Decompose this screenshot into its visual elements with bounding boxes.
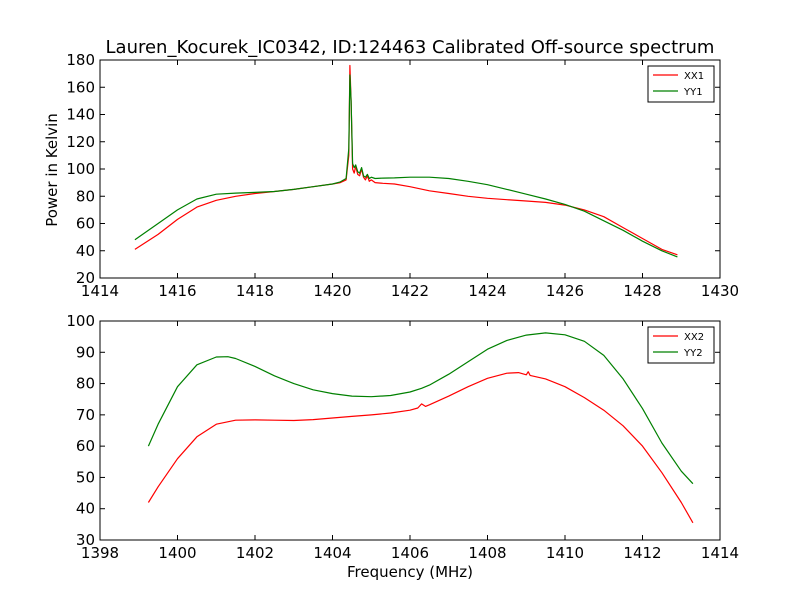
y-tick-label: 70 [76, 406, 95, 424]
legend-label-xx1: XX1 [684, 71, 704, 82]
x-tick-label: 1426 [546, 282, 584, 300]
y-tick-label: 40 [76, 242, 95, 260]
x-tick-label: 1404 [313, 544, 351, 562]
series-line-yy1 [134, 74, 678, 258]
x-axis-title: Frequency (MHz) [347, 563, 473, 581]
legend-label-xx2: XX2 [684, 332, 704, 343]
y-tick-label: 80 [76, 187, 95, 205]
x-tick-label: 1418 [236, 282, 274, 300]
x-tick-label: 1420 [313, 282, 351, 300]
x-tick-label: 1408 [468, 544, 506, 562]
y-tick-label: 40 [76, 500, 95, 518]
x-tick-label: 1414 [81, 282, 119, 300]
x-tick-label: 1402 [236, 544, 274, 562]
legend-box [647, 326, 715, 364]
x-tick-label: 1428 [623, 282, 661, 300]
legend-label-yy1: YY1 [683, 87, 703, 98]
plot-panel-2: 1398 1400 1402 1404 1406 1408 1410 1412 1414 30 40… [66, 312, 739, 562]
y-tick-label: 100 [66, 160, 95, 178]
y-tick-label: 60 [76, 215, 95, 233]
y-tick-label: 50 [76, 468, 95, 486]
series-line-xx1 [134, 64, 678, 256]
x-tick-label: 1412 [623, 544, 661, 562]
y-tick-label: 180 [66, 51, 95, 69]
x-tick-label: 1400 [158, 544, 196, 562]
y-tick-label: 100 [66, 312, 95, 330]
plot-frame-1 [99, 59, 721, 279]
x-tick-label: 1406 [391, 544, 429, 562]
legend-label-yy2: YY2 [683, 348, 703, 359]
y-axis-title-top: Power in Kelvin [43, 113, 61, 227]
x-tick-label: 1430 [701, 282, 739, 300]
x-tick-label: 1398 [81, 544, 119, 562]
y-tick-label: 20 [76, 269, 95, 287]
x-tick-label: 1410 [546, 544, 584, 562]
series-line-xx2 [147, 371, 694, 524]
y-tick-label: 90 [76, 343, 95, 361]
series-line-yy2 [147, 332, 694, 485]
x-tick-label: 1424 [468, 282, 506, 300]
x-tick-label: 1416 [158, 282, 196, 300]
y-tick-label: 30 [76, 531, 95, 549]
y-tick-label: 60 [76, 437, 95, 455]
y-tick-label: 120 [66, 133, 95, 151]
y-tick-label: 140 [66, 106, 95, 124]
chart-title: Lauren_Kocurek_IC0342, ID:124463 Calibra… [106, 37, 715, 58]
x-tick-label: 1414 [701, 544, 739, 562]
x-tick-label: 1422 [391, 282, 429, 300]
y-tick-label: 160 [66, 78, 95, 96]
legend-box [647, 65, 715, 103]
plot-panel-1: 1414 1416 1418 1420 1422 1424 1426 1428 1430 20 40… [66, 51, 739, 300]
y-tick-label: 80 [76, 375, 95, 393]
